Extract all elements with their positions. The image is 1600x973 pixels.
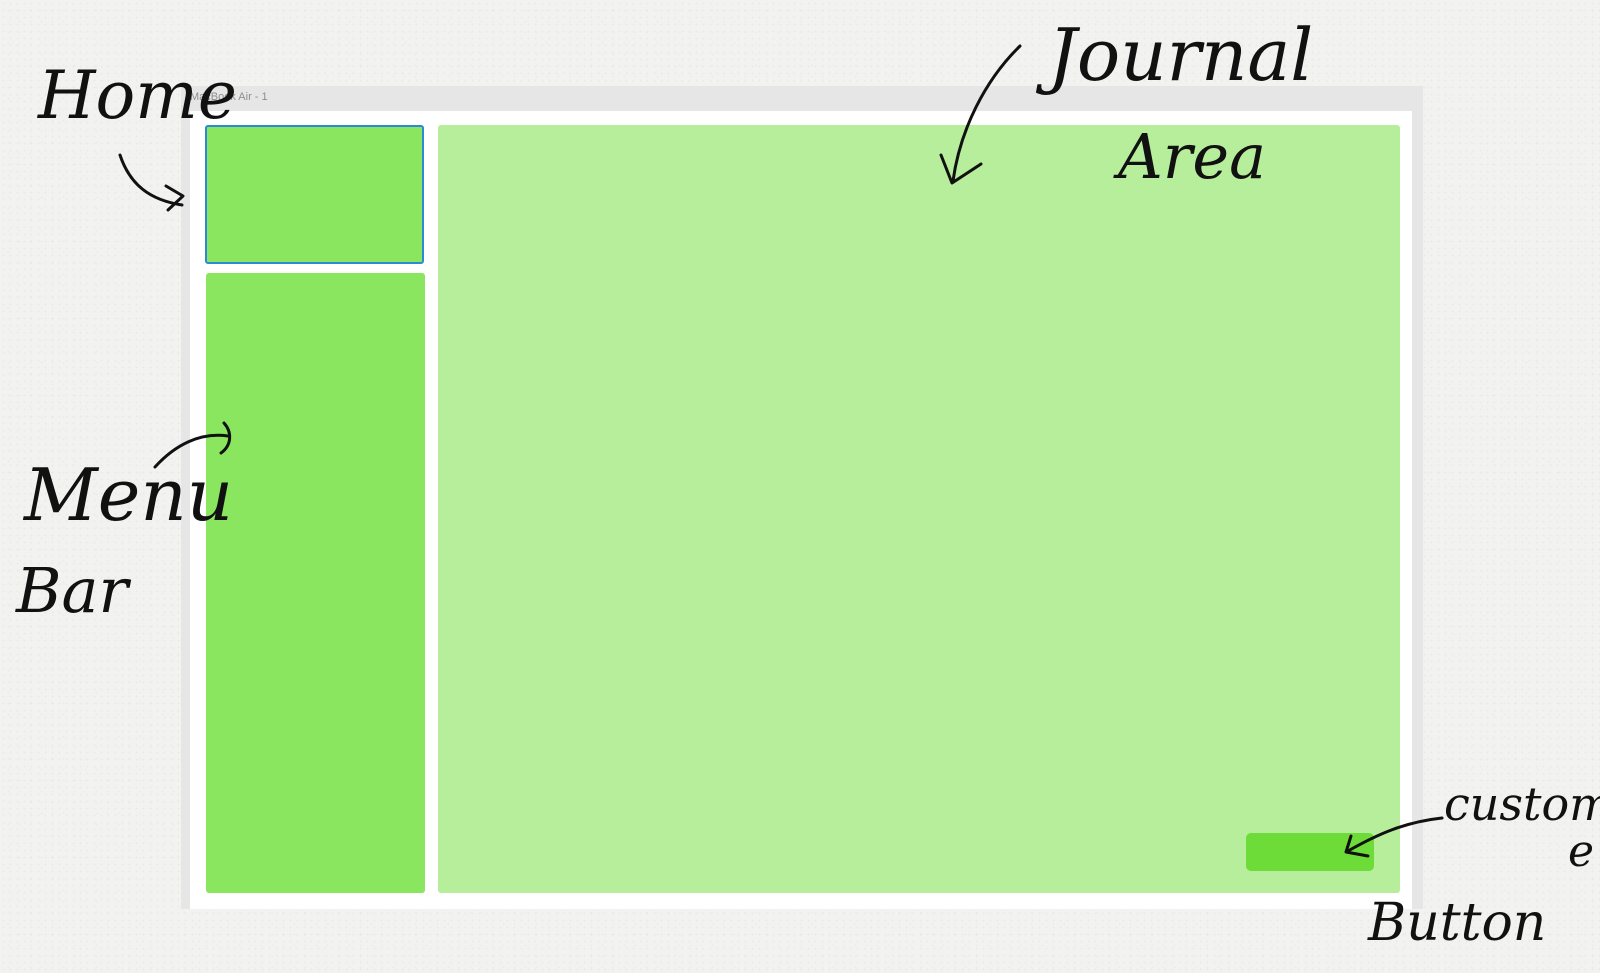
journal-area[interactable] — [438, 125, 1400, 893]
annotation-customize: customiz — [1444, 777, 1600, 831]
frame-label: MacBook Air - 1 — [190, 91, 268, 103]
arrow-home-icon — [118, 153, 185, 212]
home-button[interactable] — [205, 125, 424, 264]
wireframe-canvas — [190, 111, 1412, 909]
annotation-customize-e: e — [1568, 826, 1594, 877]
annotation-bar: Bar — [15, 554, 132, 627]
customize-button[interactable] — [1246, 833, 1374, 871]
annotation-journal: Journal — [1035, 13, 1313, 97]
menu-bar[interactable] — [206, 273, 425, 893]
wireframe-frame: MacBook Air - 1 — [181, 86, 1423, 909]
